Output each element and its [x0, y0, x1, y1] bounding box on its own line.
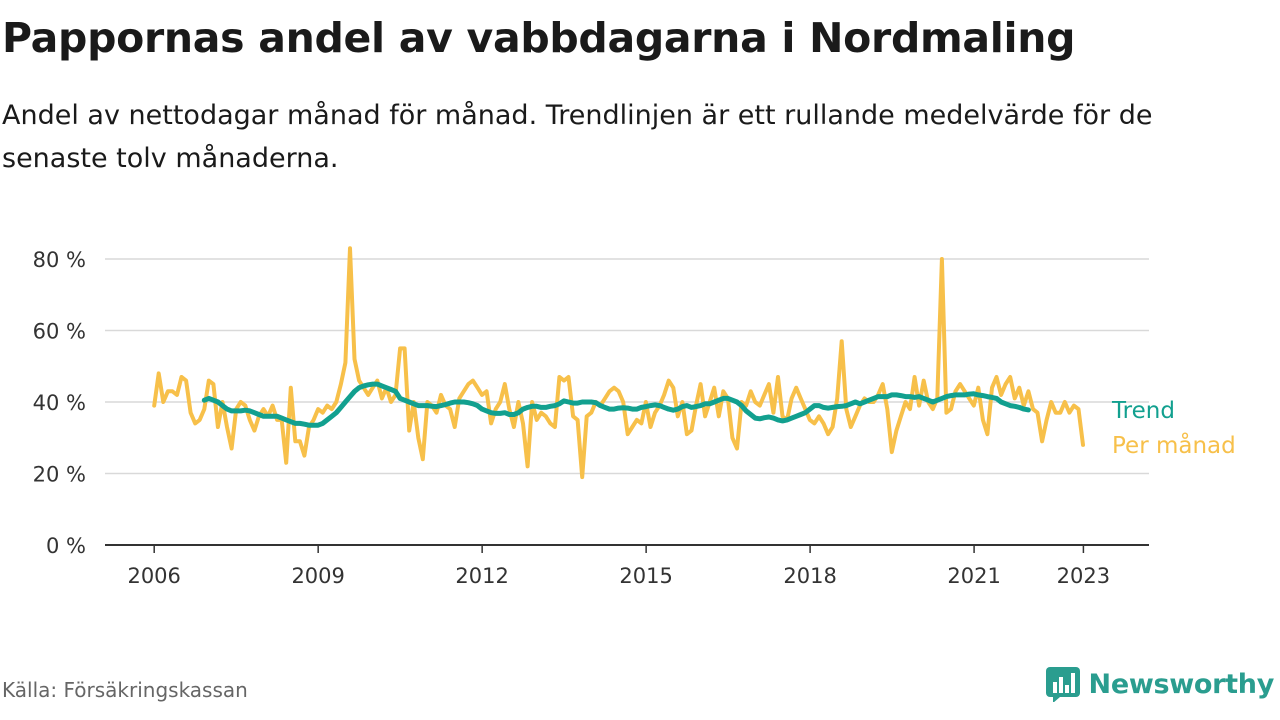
- series-lines: [152, 246, 1085, 480]
- x-tick-label: 2021: [947, 564, 1000, 588]
- brand-name: Newsworthy: [1088, 668, 1275, 700]
- x-tick-label: 2009: [291, 564, 344, 588]
- x-axis: 2006 2009 2012 2015 2018 2021 2023: [105, 544, 1149, 588]
- x-tick-label: 2015: [619, 564, 672, 588]
- y-tick-label: 60 %: [33, 320, 86, 344]
- chart-subtitle: Andel av nettodagar månad för månad. Tre…: [2, 100, 1153, 174]
- series-labels: Trend Per månad: [1111, 398, 1236, 459]
- x-tick-label: 2018: [783, 564, 836, 588]
- series-line-trend: [201, 381, 1031, 428]
- y-tick-label: 20 %: [33, 463, 86, 487]
- y-tick-label: 80 %: [33, 248, 86, 272]
- y-tick-label: 40 %: [33, 391, 86, 415]
- newsworthy-logo-icon: [1045, 667, 1080, 702]
- chart-title: Pappornas andel av vabbdagarna i Nordmal…: [2, 14, 1076, 62]
- x-tick-label: 2012: [455, 564, 508, 588]
- source-note: Källa: Försäkringskassan: [2, 678, 248, 702]
- series-label-trend: Trend: [1111, 398, 1175, 424]
- y-tick-label: 0 %: [46, 534, 86, 558]
- series-line-per-manad: [152, 246, 1085, 480]
- grid-lines: 0 % 20 % 40 % 60 % 80 %: [33, 248, 1149, 558]
- series-label-per-manad: Per månad: [1112, 431, 1236, 459]
- x-tick-label: 2023: [1057, 564, 1110, 588]
- brand[interactable]: Newsworthy: [1045, 666, 1274, 702]
- x-tick-label: 2006: [127, 564, 180, 588]
